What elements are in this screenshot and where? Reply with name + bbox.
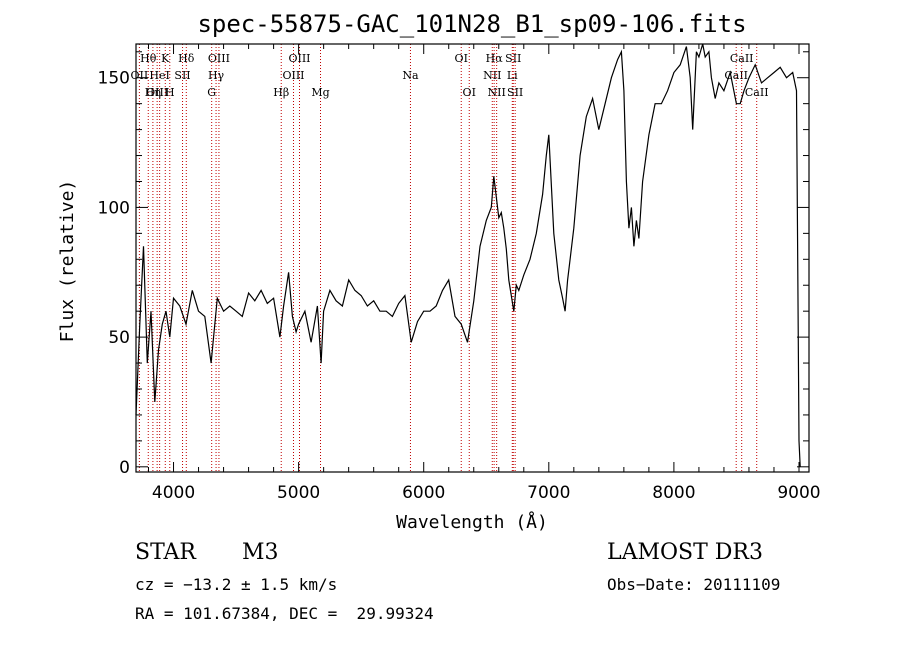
spectral-line-label: G: [207, 86, 216, 99]
spectral-line-label: SII: [505, 52, 521, 65]
x-tick-label: 8000: [652, 483, 695, 503]
x-tick-label: 6000: [402, 483, 445, 503]
spectral-line-label: Hδ: [178, 52, 195, 65]
x-tick-label: 5000: [277, 483, 320, 503]
spectral-line-label: K: [161, 52, 170, 65]
x-tick-label: 7000: [527, 483, 570, 503]
spectral-line-label: H: [165, 86, 175, 99]
spectral-line-label: OIII: [208, 52, 230, 65]
spectral-line-label: OII: [131, 69, 149, 82]
spectral-line-label: SII: [507, 86, 523, 99]
object-class: STAR: [135, 540, 196, 565]
spectral-line-label: SII: [174, 69, 190, 82]
spectral-line-label: OIII: [288, 52, 310, 65]
spectral-line-label: OIII: [146, 86, 168, 99]
redshift-cz: cz = −13.2 ± 1.5 km/s: [135, 575, 338, 594]
spectral-line-label: OI: [455, 52, 468, 65]
spectral-line-label: CaII: [730, 52, 754, 65]
spectral-line-label: Hβ: [273, 86, 289, 99]
plot-frame: [135, 43, 810, 473]
spectral-line-label: NII: [487, 86, 505, 99]
y-tick-label: 50: [108, 328, 130, 348]
x-tick-label: 9000: [777, 483, 820, 503]
spectral-line-label: OIII: [282, 69, 304, 82]
object-subclass: M3: [242, 540, 279, 565]
spectral-lines: Hθ OII OIII HeI Hη K H SII Hδ OIII Hγ G Hβ OIII OIII Mg…: [131, 44, 769, 472]
axis-ticks: 4000 5000 6000 7000 8000 9000 0 50 100 150: [98, 44, 821, 503]
spectrum-chart: spec-55875-GAC_101N28_B1_sp09-106.fits H…: [57, 10, 821, 533]
spectral-line-label: Hγ: [208, 69, 225, 82]
spectral-line-label: Hθ: [140, 52, 157, 65]
y-tick-label: 100: [98, 198, 130, 218]
spectral-line-label: Li: [507, 69, 518, 82]
spectral-line-label: Hα: [486, 52, 504, 65]
y-axis-label: Flux (relative): [57, 180, 78, 343]
x-tick-label: 4000: [152, 483, 195, 503]
spectral-line-label: Mg: [311, 86, 329, 99]
spectral-line-label: CaII: [745, 86, 769, 99]
survey-name: LAMOST DR3: [607, 540, 763, 565]
spectral-line-label: HeI: [149, 69, 169, 82]
spectral-line-label: Hη: [145, 86, 161, 99]
spectral-line-label: NII: [483, 69, 501, 82]
x-axis-label: Wavelength (Å): [396, 511, 548, 533]
y-tick-label: 0: [119, 458, 130, 478]
spectral-line-label: OI: [463, 86, 476, 99]
ra-dec: RA = 101.67384, DEC = 29.99324: [135, 604, 434, 623]
flux-series-line: [135, 43, 801, 467]
chart-title: spec-55875-GAC_101N28_B1_sp09-106.fits: [197, 10, 746, 38]
obs-date: Obs−Date: 20111109: [607, 575, 781, 594]
spectral-line-label: Na: [402, 69, 419, 82]
y-tick-label: 150: [98, 69, 130, 89]
